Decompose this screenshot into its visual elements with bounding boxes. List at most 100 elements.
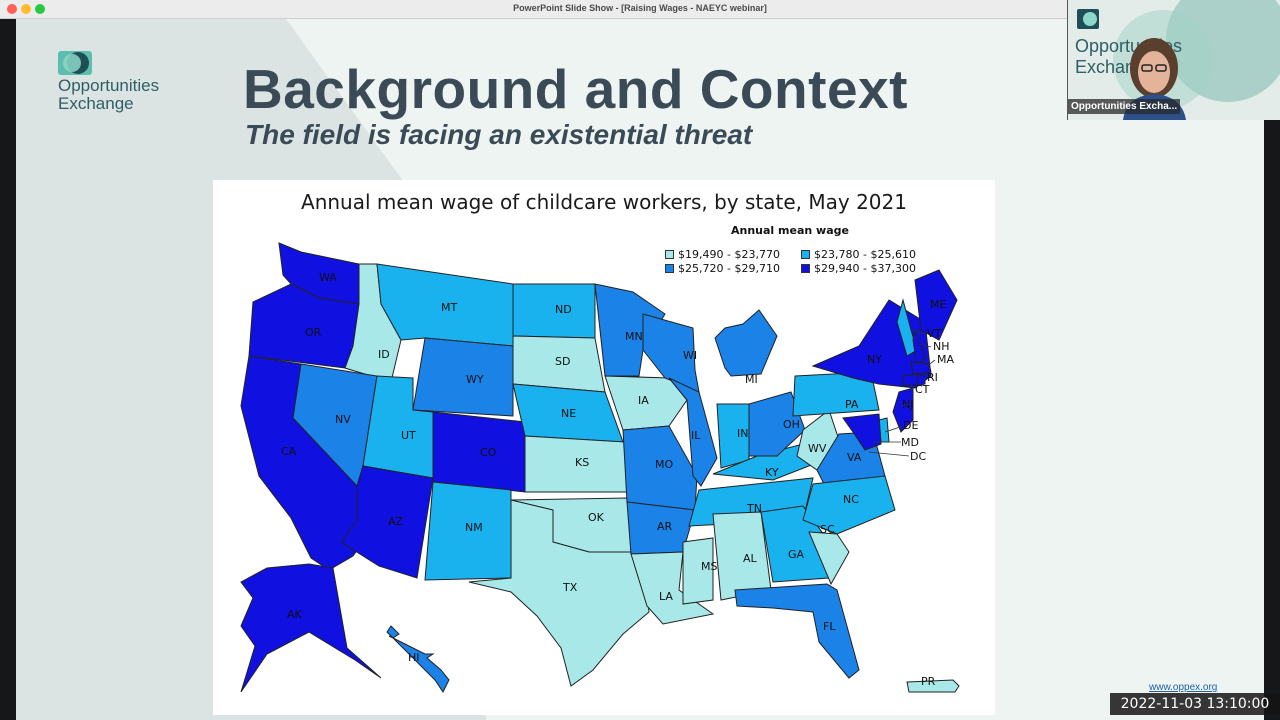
state-label-ca: CA xyxy=(281,445,297,458)
state-label-ak: AK xyxy=(287,608,303,621)
legend-item-1: $19,490 - $23,770 xyxy=(665,248,780,261)
state-label-de: DE xyxy=(903,419,918,432)
maximize-window-button[interactable] xyxy=(35,4,45,14)
state-ms xyxy=(682,537,714,605)
state-tx xyxy=(468,499,650,687)
legend-item-2: $23,780 - $25,610 xyxy=(801,248,916,261)
state-leader-line xyxy=(918,343,932,348)
state-label-az: AZ xyxy=(388,515,404,528)
slide[interactable]: Opportunities Exchange Background and Co… xyxy=(16,19,1264,720)
window-title: PowerPoint Slide Show - [Raising Wages -… xyxy=(513,3,767,13)
state-az xyxy=(340,465,434,579)
state-label-wa: WA xyxy=(319,271,337,284)
state-label-co: CO xyxy=(480,446,497,459)
state-label-ri: RI xyxy=(927,371,938,384)
state-label-ks: KS xyxy=(575,456,589,469)
map-title: Annual mean wage of childcare workers, b… xyxy=(301,190,907,214)
state-label-ms: MS xyxy=(701,560,717,573)
slide-subtitle: The field is facing an existential threa… xyxy=(245,119,753,150)
state-label-wy: WY xyxy=(466,373,484,386)
right-letterbox xyxy=(1264,120,1280,720)
state-leader-line xyxy=(926,359,936,367)
state-label-ut: UT xyxy=(401,429,416,442)
state-label-id: ID xyxy=(378,348,390,361)
footer-website-link[interactable]: www.oppex.org xyxy=(1149,682,1218,693)
state-leader-line xyxy=(910,383,914,391)
state-label-va: VA xyxy=(847,451,862,464)
state-leader-line xyxy=(868,451,910,457)
state-label-ar: AR xyxy=(657,520,673,533)
state-label-dc: DC xyxy=(910,450,926,463)
state-label-ky: KY xyxy=(765,466,779,479)
state-label-vt: VT xyxy=(927,327,942,340)
participant-name-label: Opportunities Excha... xyxy=(1068,99,1181,114)
logo-text-line2: Exchange xyxy=(58,94,134,113)
state-label-al: AL xyxy=(743,552,758,565)
state-label-ga: GA xyxy=(788,548,805,561)
state-label-wi: WI xyxy=(683,349,697,362)
state-vt xyxy=(896,298,918,357)
state-label-pr: PR xyxy=(921,675,936,688)
state-pr xyxy=(906,679,960,693)
state-label-la: LA xyxy=(659,590,673,603)
state-label-mt: MT xyxy=(441,301,457,314)
legend-title: Annual mean wage xyxy=(731,224,849,237)
state-label-nc: NC xyxy=(843,493,859,506)
recording-timestamp: 2022-11-03 13:10:00 xyxy=(1110,693,1280,715)
wage-map-panel: WA OR CA ID NV MT WY UT AZ CO NM ND SD NE KS OK TX MN IA MO… xyxy=(213,180,995,715)
close-window-button[interactable] xyxy=(7,4,17,14)
state-sc xyxy=(808,531,850,586)
state-label-wv: WV xyxy=(808,442,827,455)
state-ia xyxy=(604,375,688,431)
state-mi xyxy=(714,309,778,377)
state-label-pa: PA xyxy=(845,398,859,411)
window-title-bar: PowerPoint Slide Show - [Raising Wages -… xyxy=(0,0,1280,19)
state-label-ia: IA xyxy=(638,394,649,407)
state-oh xyxy=(748,391,806,457)
state-label-oh: OH xyxy=(783,418,800,431)
state-leader-line xyxy=(900,403,910,407)
state-nj xyxy=(892,387,914,433)
state-nc xyxy=(802,475,896,535)
legend-swatch-4 xyxy=(801,264,810,273)
state-nd xyxy=(512,283,596,339)
state-md xyxy=(842,413,882,451)
state-label-nm: NM xyxy=(465,521,483,534)
left-letterbox xyxy=(0,19,16,720)
state-leader-line xyxy=(884,425,904,433)
participant-video-tile[interactable]: Opportunities Exchange Opportunities Exc… xyxy=(1067,0,1280,120)
state-label-md: MD xyxy=(901,436,919,449)
state-label-mo: MO xyxy=(655,458,673,471)
state-label-me: ME xyxy=(930,298,946,311)
state-label-fl: FL xyxy=(823,620,836,633)
state-label-ct: CT xyxy=(915,383,930,396)
state-co xyxy=(432,411,526,493)
state-label-mn: MN xyxy=(625,330,643,343)
slide-title: Background and Context xyxy=(243,58,908,120)
state-label-il: IL xyxy=(691,429,701,442)
legend-swatch-1 xyxy=(665,250,674,259)
legend-swatch-3 xyxy=(665,264,674,273)
state-ma xyxy=(910,361,932,375)
state-ak xyxy=(240,563,382,693)
state-al xyxy=(712,511,772,601)
state-fl xyxy=(734,583,860,679)
logo-text-line1: Opportunities xyxy=(58,76,160,95)
minimize-window-button[interactable] xyxy=(21,4,31,14)
state-mo xyxy=(622,425,698,511)
legend-item-3: $25,720 - $29,710 xyxy=(665,262,780,275)
state-label-nv: NV xyxy=(335,413,351,426)
state-label-ok: OK xyxy=(588,511,605,524)
state-label-in: IN xyxy=(737,427,748,440)
state-label-ne: NE xyxy=(561,407,576,420)
legend-item-4: $29,940 - $37,300 xyxy=(801,262,916,275)
state-il xyxy=(668,377,718,487)
state-hi xyxy=(386,625,450,693)
state-label-ny: NY xyxy=(867,353,882,366)
state-leader-line xyxy=(912,329,926,335)
us-wage-map: WA OR CA ID NV MT WY UT AZ CO NM ND SD NE KS OK TX MN IA MO… xyxy=(240,242,960,693)
state-label-sc: SC xyxy=(820,523,835,536)
state-label-nh: NH xyxy=(933,340,950,353)
state-label-mi: MI xyxy=(745,373,758,386)
state-label-hi: HI xyxy=(408,651,420,664)
